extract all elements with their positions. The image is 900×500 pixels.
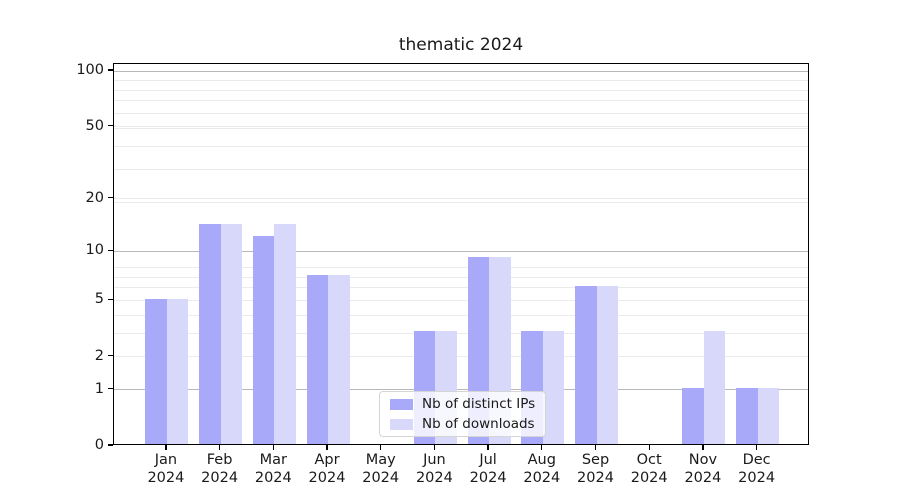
x-tick-label-apr: Apr 2024	[308, 452, 346, 486]
minor-gridline	[114, 276, 808, 278]
minor-gridline	[114, 126, 808, 128]
x-tick-mark	[755, 445, 758, 450]
y-tick-label: 50	[85, 117, 104, 134]
bar-distinct-ips-dec	[736, 387, 758, 444]
bar-downloads-apr	[328, 275, 350, 444]
bar-downloads-dec	[757, 387, 780, 444]
x-tick-label-sep: Sep 2024	[577, 452, 614, 486]
legend-label-distinct-ips: Nb of distinct IPs	[422, 396, 536, 412]
y-tick-label: 2	[94, 347, 104, 364]
minor-gridline	[114, 145, 808, 147]
chart-title: thematic 2024	[398, 35, 524, 55]
bar-downloads-sep	[596, 285, 618, 444]
bar-distinct-ips-mar	[252, 235, 275, 444]
x-tick-label-jun: Jun 2024	[415, 452, 453, 486]
minor-gridline	[114, 332, 808, 334]
minor-gridline	[114, 127, 808, 129]
minor-gridline	[114, 299, 808, 301]
y-tick-mark	[108, 444, 113, 446]
minor-gridline	[114, 169, 808, 171]
minor-gridline	[114, 112, 808, 114]
y-tick-label: 0	[94, 437, 104, 453]
minor-gridline	[114, 89, 808, 91]
x-tick-mark	[541, 445, 543, 450]
minor-gridline	[114, 356, 808, 358]
x-tick-label-nov: Nov 2024	[684, 452, 722, 486]
y-tick-mark	[108, 69, 113, 71]
bar-downloads-mar	[274, 224, 296, 444]
legend-label-downloads: Nb of downloads	[422, 416, 535, 432]
legend-entry-downloads: Nb of downloads	[390, 416, 535, 432]
y-tick-label: 20	[85, 189, 104, 206]
plot-area	[113, 63, 809, 445]
y-tick-mark	[108, 388, 113, 390]
bar-distinct-ips-apr	[306, 275, 328, 444]
x-tick-label-dec: Dec 2024	[738, 452, 776, 486]
x-tick-label-may: May 2024	[362, 452, 400, 486]
bar-downloads-aug	[542, 331, 565, 444]
major-gridline	[114, 250, 808, 252]
x-tick-mark	[648, 445, 650, 450]
bar-distinct-ips-feb	[199, 224, 221, 444]
x-tick-mark	[487, 445, 489, 450]
x-tick-mark	[326, 445, 328, 450]
y-tick-mark	[108, 298, 113, 301]
major-gridline	[114, 389, 808, 391]
x-tick-mark	[702, 445, 704, 450]
y-tick-label: 5	[94, 291, 104, 308]
x-tick-mark	[218, 445, 221, 450]
y-tick-mark	[108, 249, 113, 251]
minor-gridline	[114, 80, 808, 82]
y-tick-mark	[108, 197, 113, 199]
x-tick-label-mar: Mar 2024	[254, 452, 292, 486]
y-tick-label: 100	[76, 62, 104, 79]
x-tick-mark	[433, 445, 436, 450]
y-tick-mark	[108, 355, 113, 357]
minor-gridline	[114, 287, 808, 289]
bar-distinct-ips-jan	[145, 298, 167, 444]
bar-distinct-ips-sep	[575, 285, 597, 444]
bar-downloads-feb	[220, 224, 243, 444]
y-tick-mark	[108, 124, 113, 127]
x-tick-mark	[272, 445, 274, 450]
x-tick-mark	[380, 445, 382, 450]
minor-gridline	[114, 314, 808, 316]
minor-gridline	[114, 202, 808, 204]
x-tick-label-oct: Oct 2024	[630, 452, 668, 486]
x-tick-label-aug: Aug 2024	[523, 452, 561, 486]
minor-gridline	[114, 198, 808, 200]
legend: Nb of distinct IPs Nb of downloads	[379, 391, 546, 437]
bar-distinct-ips-nov	[682, 387, 704, 444]
x-tick-mark	[594, 445, 597, 450]
y-tick-label: 1	[94, 380, 104, 397]
legend-entry-distinct-ips: Nb of distinct IPs	[390, 396, 535, 412]
x-tick-label-feb: Feb 2024	[201, 452, 239, 486]
minor-gridline	[114, 100, 808, 102]
x-tick-label-jan: Jan 2024	[147, 452, 185, 486]
bar-downloads-nov	[703, 331, 726, 444]
major-gridline	[114, 70, 808, 72]
y-tick-label: 10	[85, 242, 104, 259]
x-tick-label-jul: Jul 2024	[469, 452, 507, 486]
bar-downloads-jan	[166, 298, 189, 444]
legend-swatch-downloads	[390, 418, 413, 430]
minor-gridline	[114, 267, 808, 269]
legend-swatch-distinct-ips	[390, 398, 413, 410]
x-tick-mark	[165, 445, 167, 450]
